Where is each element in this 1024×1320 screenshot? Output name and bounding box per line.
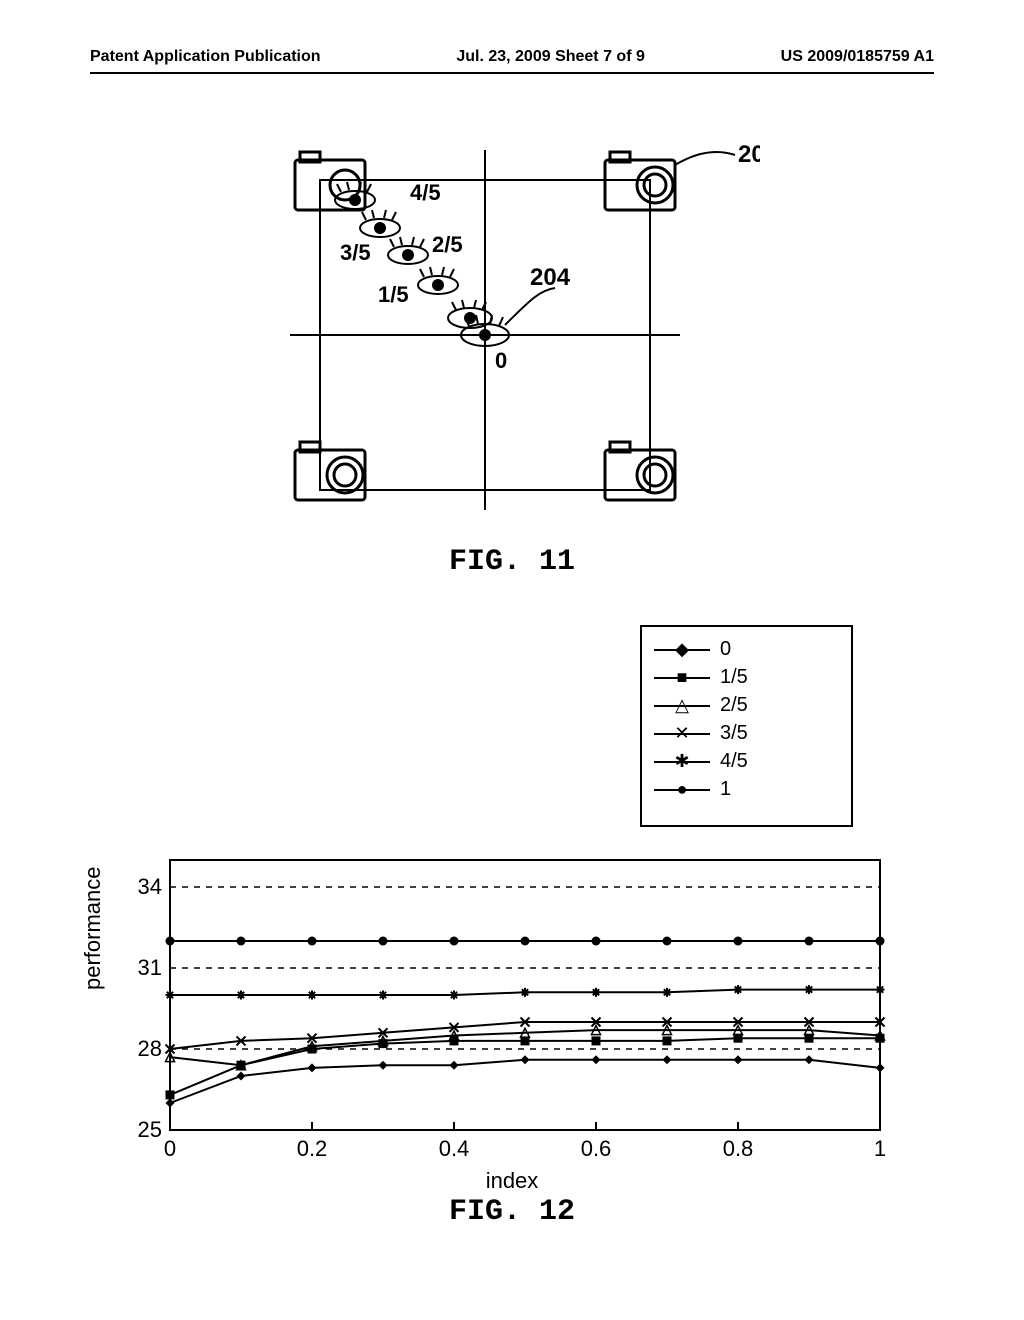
ref-202: 202 <box>738 141 760 168</box>
header-right: US 2009/0185759 A1 <box>781 48 934 66</box>
svg-text:1: 1 <box>874 1136 886 1161</box>
fig11-svg: 202 <box>260 140 760 540</box>
page-header: Patent Application Publication Jul. 23, … <box>90 48 934 66</box>
legend-item: ✕3/5 <box>654 719 839 747</box>
svg-text:0: 0 <box>164 1136 176 1161</box>
ref-204: 204 <box>530 264 571 291</box>
svg-text:2/5: 2/5 <box>432 232 463 257</box>
svg-text:28: 28 <box>138 1036 162 1061</box>
svg-text:31: 31 <box>138 955 162 980</box>
chart-svg: 28 31 34 250 0.2 0.4 0.6 0.8 1 <box>110 850 900 1170</box>
chart-legend: ◆0■1/5△2/5✕3/5✱4/5●1 <box>640 625 853 827</box>
svg-text:0.4: 0.4 <box>439 1136 470 1161</box>
svg-text:3/5: 3/5 <box>340 240 371 265</box>
svg-text:0.6: 0.6 <box>581 1136 612 1161</box>
svg-text:0.2: 0.2 <box>297 1136 328 1161</box>
figure-12-chart: 28 31 34 250 0.2 0.4 0.6 0.8 1 <box>110 850 900 1170</box>
svg-text:0: 0 <box>495 348 507 373</box>
legend-item: ◆0 <box>654 635 839 663</box>
chart-xlabel: index <box>0 1168 1024 1194</box>
legend-item: ■1/5 <box>654 663 839 691</box>
svg-text:0.8: 0.8 <box>723 1136 754 1161</box>
fig11-caption: FIG. 11 <box>0 545 1024 579</box>
chart-ylabel: performance <box>80 866 106 990</box>
svg-text:25: 25 <box>138 1117 162 1142</box>
legend-item: △2/5 <box>654 691 839 719</box>
header-rule <box>90 72 934 74</box>
header-center: Jul. 23, 2009 Sheet 7 of 9 <box>456 48 645 66</box>
svg-text:34: 34 <box>138 874 162 899</box>
header-left: Patent Application Publication <box>90 48 321 66</box>
svg-text:1/5: 1/5 <box>378 282 409 307</box>
figure-11-diagram: 202 <box>260 140 760 540</box>
svg-text:4/5: 4/5 <box>410 180 441 205</box>
fig12-caption: FIG. 12 <box>0 1195 1024 1229</box>
legend-item: ✱4/5 <box>654 747 839 775</box>
legend-item: ●1 <box>654 775 839 803</box>
